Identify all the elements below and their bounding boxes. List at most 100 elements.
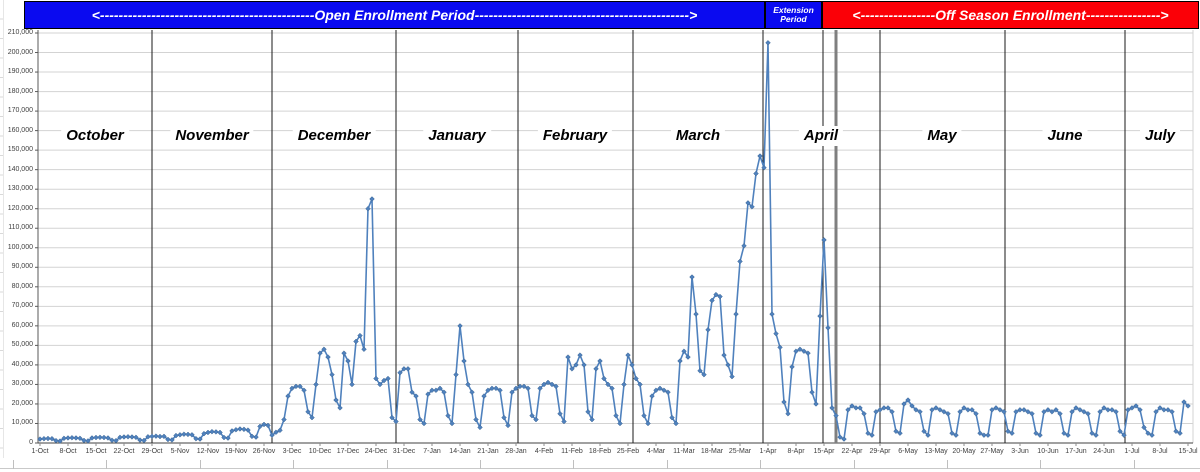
x-tick-label: 10-Dec [308,448,332,455]
sheet-column-tick [854,460,855,469]
sheet-column-tick [1040,460,1041,469]
y-tick-label: 70,000 [11,302,33,310]
sheet-column-tick [573,460,574,469]
x-tick-label: 26-Nov [252,448,276,455]
x-tick-label: 22-Oct [113,448,135,455]
month-label-may: May [922,126,962,146]
sheet-column-tick [387,460,388,469]
y-tick-label: 30,000 [11,380,33,388]
y-tick-label: 140,000 [7,165,33,173]
x-tick-label: 11-Feb [561,448,583,455]
y-tick-label: 100,000 [7,243,33,251]
month-label-june: June [1042,126,1088,146]
y-tick-label: 40,000 [11,360,33,368]
x-tick-marks [39,443,1189,446]
sheet-column-tick [293,460,294,469]
x-tick-label: 18-Feb [588,448,612,455]
extension-period-banner: Extension Period [765,1,822,29]
x-tick-label: 6-May [898,448,918,455]
extension-period-label-line2: Period [780,14,807,24]
x-tick-label: 21-Jan [477,448,499,455]
sheet-row-borders [0,0,4,458]
x-tick-label: 1-Apr [759,448,777,455]
x-tick-label: 29-Oct [141,448,163,455]
y-tick-label: 50,000 [11,341,33,349]
x-tick-label: 5-Nov [170,448,190,455]
sheet-column-tick [667,460,668,469]
extension-period-label-line1: Extension [773,4,814,15]
y-tick-label: 60,000 [11,321,33,329]
y-tick-label: 190,000 [7,68,33,76]
gridlines [38,32,1193,424]
y-tick-label: 10,000 [11,419,33,427]
x-tick-label: 14-Jan [449,448,471,455]
y-tick-label: 20,000 [11,399,33,407]
enrollment-series-markers [37,40,1191,444]
x-tick-label: 7-Jan [423,448,441,455]
y-tick-label: 170,000 [7,107,33,115]
sheet-column-tick [106,460,107,469]
x-tick-label: 12-Nov [196,448,220,455]
y-tick-label: 180,000 [7,87,33,95]
x-tick-label: 4-Feb [534,448,554,455]
off-season-banner: <----------------Off Season Enrollment--… [822,1,1199,29]
x-tick-label: 29-Apr [869,448,891,455]
y-tick-label: 110,000 [8,224,33,232]
x-tick-label: 27-May [980,448,1004,455]
x-tick-label: 15-Apr [813,448,835,455]
x-tick-label: 3-Dec [282,448,302,455]
x-tick-label: 4-Mar [646,448,666,455]
y-tick-label: 210,000 [7,29,33,36]
open-enrollment-banner: <---------------------------------------… [24,1,765,29]
open-enrollment-banner-label: <---------------------------------------… [91,7,698,23]
x-tick-label: 1-Oct [31,448,49,455]
x-tick-label: 28-Jan [505,448,527,455]
month-separator-lines [151,30,1126,443]
x-tick-label: 25-Feb [616,448,640,455]
y-tick-label: 150,000 [7,146,33,154]
x-tick-label: 15-Oct [85,448,107,455]
y-tick-label: 160,000 [7,126,33,134]
x-tick-label: 11-Mar [673,448,695,455]
month-label-april: April [798,126,844,146]
month-label-november: November [170,126,254,146]
x-tick-label: 8-Oct [59,448,77,455]
x-tick-label: 19-Nov [224,448,248,455]
month-label-october: October [61,126,129,146]
y-tick-marks [35,32,38,444]
x-tick-label: 17-Jun [1065,448,1087,455]
x-tick-label: 8-Jul [1152,448,1168,455]
sheet-column-tick [760,460,761,469]
month-label-february: February [537,126,613,146]
month-label-december: December [292,126,376,146]
y-tick-label: 90,000 [11,263,33,271]
enrollment-series-line [39,41,1189,442]
x-tick-label: 15-Jul [1178,448,1198,455]
sheet-column-tick [200,460,201,469]
x-tick-label: 24-Dec [364,448,388,455]
month-label-january: January [423,126,491,146]
y-tick-label: 120,000 [7,204,33,212]
sheet-column-tick [480,460,481,469]
x-tick-label: 24-Jun [1093,448,1115,455]
x-tick-label: 3-Jun [1011,448,1029,455]
x-tick-label: 31-Dec [392,448,416,455]
x-tick-label: 8-Apr [787,448,805,455]
month-label-july: July [1139,126,1181,146]
sheet-column-tick [947,460,948,469]
month-label-march: March [670,126,726,146]
sheet-column-tick [1134,460,1135,469]
x-tick-label: 13-May [924,448,948,455]
x-tick-label: 22-Apr [841,448,863,455]
x-tick-label: 17-Dec [336,448,360,455]
sheet-column-tick [13,460,14,469]
x-tick-label: 20-May [952,448,976,455]
off-season-banner-label: <----------------Off Season Enrollment--… [852,7,1169,23]
x-tick-label: 25-Mar [728,448,752,455]
y-tick-label: 130,000 [7,185,33,193]
y-tick-label: 0 [29,439,33,446]
y-tick-label: 200,000 [7,48,33,56]
y-tick-label: 80,000 [11,282,33,290]
x-tick-label: 10-Jun [1037,448,1059,455]
